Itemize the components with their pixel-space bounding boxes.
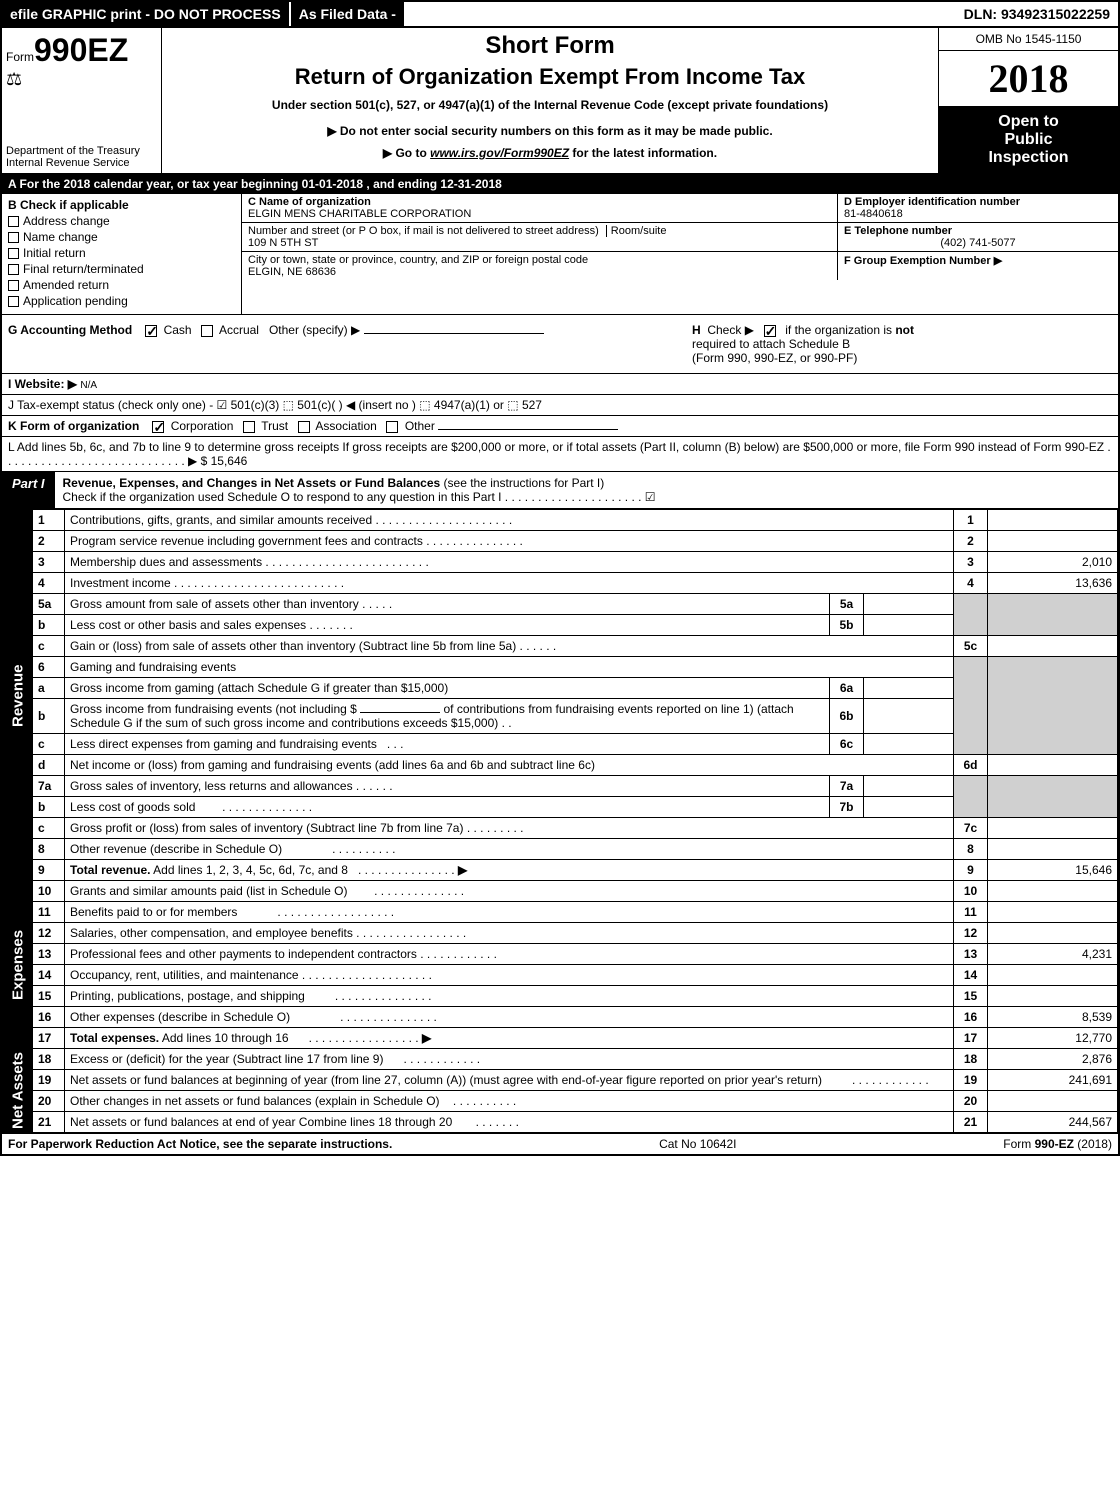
irs-link[interactable]: www.irs.gov/Form990EZ [430,146,569,160]
dept-irs: Internal Revenue Service [6,157,157,169]
form-header: Form990EZ ⚖ Department of the Treasury I… [2,28,1118,174]
row-j: J Tax-exempt status (check only one) - ☑… [2,395,1118,416]
checkbox-amended-return[interactable] [8,280,19,291]
section-b: B Check if applicable Address change Nam… [2,194,242,314]
part1-label: Part I [2,472,55,508]
footer-mid: Cat No 10642I [659,1137,736,1151]
form-container: efile GRAPHIC print - DO NOT PROCESS As … [0,0,1120,1156]
g-label: G Accounting Method [8,323,132,337]
phone-value: (402) 741-5077 [844,237,1112,249]
street-value: 109 N 5TH ST [248,237,831,249]
footer: For Paperwork Reduction Act Notice, see … [2,1133,1118,1154]
d-label: D Employer identification number [844,196,1112,208]
h-text1: H Check ▶ if the organization is not [692,323,914,337]
part1-check-text: Check if the organization used Schedule … [63,490,1110,504]
checkbox-application-pending[interactable] [8,296,19,307]
f-label: F Group Exemption Number ▶ [844,254,1112,267]
asfiled-label: As Filed Data - [291,2,404,26]
section-bcdef: B Check if applicable Address change Nam… [2,194,1118,315]
form-number-block: Form990EZ ⚖ [6,32,157,90]
e-label: E Telephone number [844,225,1112,237]
checkbox-address-change[interactable] [8,216,19,227]
checkbox-association[interactable] [298,421,310,433]
side-netassets: Net Assets [3,1049,33,1133]
checkbox-trust[interactable] [243,421,255,433]
h-text2: required to attach Schedule B [692,337,1112,351]
form-number: 990EZ [34,32,128,68]
side-expenses: Expenses [3,881,33,1049]
c-label: C Name of organization [248,196,831,208]
city-value: ELGIN, NE 68636 [248,266,831,278]
city-label: City or town, state or province, country… [248,254,831,266]
dln-label: DLN: 93492315022259 [956,2,1118,26]
checkbox-other-org[interactable] [386,421,398,433]
section-b-title: B Check if applicable [8,198,235,212]
part1-table: Revenue 1 Contributions, gifts, grants, … [2,509,1118,1133]
side-revenue: Revenue [3,510,33,881]
checkbox-h[interactable] [764,325,776,337]
checkbox-name-change[interactable] [8,232,19,243]
dept-treasury: Department of the Treasury [6,145,157,157]
row-gh: G Accounting Method Cash Accrual Other (… [2,315,1118,374]
efile-label: efile GRAPHIC print - DO NOT PROCESS [2,2,289,26]
row-i: I Website: ▶ N/A [2,374,1118,395]
part1-title: Revenue, Expenses, and Changes in Net As… [63,476,441,490]
row-l: L Add lines 5b, 6c, and 7b to line 9 to … [2,437,1118,472]
street-label: Number and street (or P O box, if mail i… [248,225,599,237]
inspection-box: Open to Public Inspection [939,107,1118,173]
top-bar: efile GRAPHIC print - DO NOT PROCESS As … [2,2,1118,28]
goto-link-line: ▶ Go to www.irs.gov/Form990EZ for the la… [168,146,932,160]
checkbox-initial-return[interactable] [8,248,19,259]
return-title: Return of Organization Exempt From Incom… [168,64,932,90]
checkbox-cash[interactable] [145,325,157,337]
footer-left: For Paperwork Reduction Act Notice, see … [8,1137,392,1151]
checkbox-final-return[interactable] [8,264,19,275]
subtitle: Under section 501(c), 527, or 4947(a)(1)… [168,98,932,112]
ein-value: 81-4840618 [844,208,1112,220]
checkbox-corporation[interactable] [152,421,164,433]
form-prefix: Form [6,50,34,64]
org-name: ELGIN MENS CHARITABLE CORPORATION [248,208,831,220]
ssn-notice: ▶ Do not enter social security numbers o… [168,124,932,138]
tax-year: 2018 [939,51,1118,107]
footer-right: Form 990-EZ (2018) [1003,1137,1112,1151]
row-k: K Form of organization Corporation Trust… [2,416,1118,437]
room-label: Room/suite [606,225,667,237]
row-a-tax-year: A For the 2018 calendar year, or tax yea… [2,174,1118,194]
h-text3: (Form 990, 990-EZ, or 990-PF) [692,351,1112,365]
short-form-title: Short Form [168,32,932,60]
part1-header: Part I Revenue, Expenses, and Changes in… [2,472,1118,509]
checkbox-accrual[interactable] [201,325,213,337]
omb-number: OMB No 1545-1150 [939,28,1118,51]
